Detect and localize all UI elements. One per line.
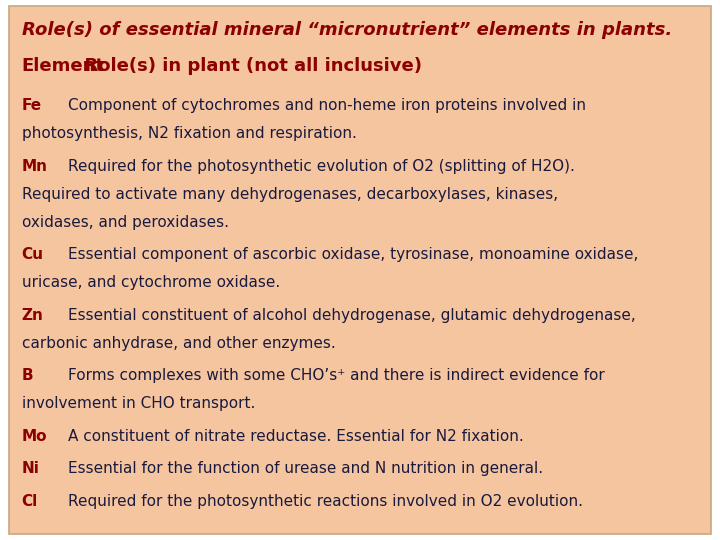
Text: Ni: Ni	[22, 461, 40, 476]
Text: Forms complexes with some CHO’s⁺ and there is indirect evidence for: Forms complexes with some CHO’s⁺ and the…	[68, 368, 605, 383]
Text: Role(s) in plant (not all inclusive): Role(s) in plant (not all inclusive)	[22, 57, 422, 75]
Text: B: B	[22, 368, 33, 383]
Text: Required for the photosynthetic reactions involved in O2 evolution.: Required for the photosynthetic reaction…	[68, 494, 583, 509]
Text: Role(s) of essential mineral “micronutrient” elements in plants.: Role(s) of essential mineral “micronutri…	[22, 21, 672, 38]
Text: Element: Element	[22, 57, 104, 75]
Text: Fe: Fe	[22, 98, 42, 113]
Text: Mn: Mn	[22, 159, 48, 174]
Text: Required for the photosynthetic evolution of O2 (splitting of H2O).: Required for the photosynthetic evolutio…	[68, 159, 575, 174]
Text: Essential for the function of urease and N nutrition in general.: Essential for the function of urease and…	[68, 461, 544, 476]
Text: Mo: Mo	[22, 429, 47, 444]
Text: photosynthesis, N2 fixation and respiration.: photosynthesis, N2 fixation and respirat…	[22, 126, 356, 141]
Text: carbonic anhydrase, and other enzymes.: carbonic anhydrase, and other enzymes.	[22, 336, 336, 351]
Text: A constituent of nitrate reductase. Essential for N2 fixation.: A constituent of nitrate reductase. Esse…	[68, 429, 524, 444]
FancyBboxPatch shape	[9, 6, 711, 534]
Text: Essential component of ascorbic oxidase, tyrosinase, monoamine oxidase,: Essential component of ascorbic oxidase,…	[68, 247, 639, 262]
Text: Required to activate many dehydrogenases, decarboxylases, kinases,: Required to activate many dehydrogenases…	[22, 187, 558, 202]
Text: Component of cytochromes and non-heme iron proteins involved in: Component of cytochromes and non-heme ir…	[68, 98, 586, 113]
Text: Essential constituent of alcohol dehydrogenase, glutamic dehydrogenase,: Essential constituent of alcohol dehydro…	[68, 308, 636, 323]
Text: oxidases, and peroxidases.: oxidases, and peroxidases.	[22, 215, 229, 230]
Text: Cu: Cu	[22, 247, 44, 262]
Text: uricase, and cytochrome oxidase.: uricase, and cytochrome oxidase.	[22, 275, 280, 291]
Text: involvement in CHO transport.: involvement in CHO transport.	[22, 396, 255, 411]
Text: Zn: Zn	[22, 308, 43, 323]
Text: Cl: Cl	[22, 494, 38, 509]
